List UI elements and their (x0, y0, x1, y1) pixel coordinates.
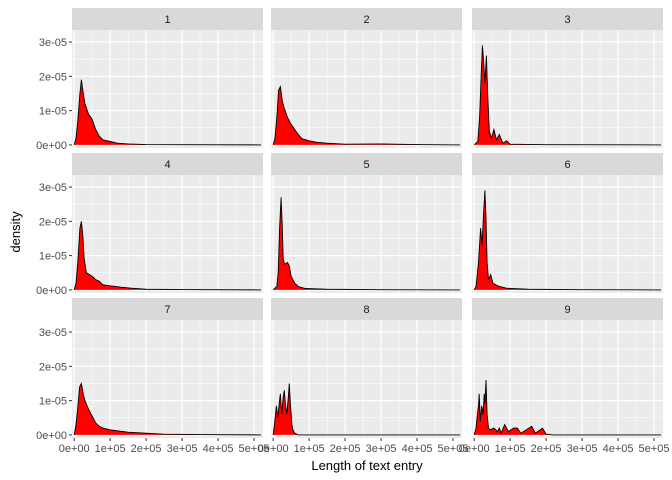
density-outline-6 (473, 190, 662, 291)
panel-background (472, 175, 663, 293)
y-tick-label: 2e-05 (39, 216, 67, 228)
y-axes: 0e+00 1e-05 2e-05 3e-05 0e+00 1e-05 2e-05 3e-05… (36, 37, 72, 442)
x-tick-label: 0e+00 (459, 443, 490, 455)
x-axis-8: 0e+00 1e+05 2e+05 3e+05 4e+05 5e+05 (258, 438, 469, 455)
x-tick-label: 3e+05 (167, 443, 198, 455)
panel-background (72, 30, 263, 148)
facet-strip-label: 2 (363, 14, 369, 26)
facet-panel-7: 7 (72, 298, 263, 438)
density-area-7 (74, 383, 262, 435)
facet-panel-3: 3 (472, 8, 663, 148)
density-area-4 (74, 221, 262, 290)
x-tick-label: 5e+05 (438, 443, 469, 455)
facet-panel-6: 6 (472, 153, 663, 293)
y-tick-label: 3e-05 (39, 182, 67, 194)
panel-background (271, 320, 462, 438)
density-outline-2 (272, 85, 461, 146)
y-tick-label: 3e-05 (39, 327, 67, 339)
density-outline-3 (473, 45, 662, 146)
facet-strip-label: 5 (363, 159, 369, 171)
y-tick-label: 1e-05 (39, 106, 67, 118)
density-outline-9 (473, 379, 662, 436)
x-tick-label: 2e+05 (330, 443, 361, 455)
y-tick-label: 2e-05 (39, 71, 67, 83)
y-tick-label: 1e-05 (39, 251, 67, 263)
panel-background (472, 320, 663, 438)
y-axis-row-2: 0e+00 1e-05 2e-05 3e-05 (36, 182, 72, 297)
x-tick-label: 1e+05 (495, 443, 526, 455)
facet-strip (72, 153, 263, 175)
x-tick-label: 5e+05 (239, 443, 270, 455)
y-tick-label: 1e-05 (39, 396, 67, 408)
facet-strip (72, 298, 263, 320)
y-axis-row-3: 0e+00 1e-05 2e-05 3e-05 (36, 327, 72, 442)
facet-strip (271, 8, 462, 30)
density-area-8 (273, 383, 461, 435)
panel-background (72, 320, 263, 438)
x-tick-label: 0e+00 (258, 443, 289, 455)
facet-panels: 1 2 3 4 5 6 7 8 9 (72, 8, 663, 438)
density-area-9 (474, 380, 662, 435)
y-axis-row-1: 0e+00 1e-05 2e-05 3e-05 (36, 37, 72, 152)
density-area-2 (273, 86, 461, 145)
density-outline-1 (73, 79, 262, 146)
x-tick-label: 1e+05 (95, 443, 126, 455)
y-tick-label: 0e+00 (36, 430, 67, 442)
x-axis-7: 0e+00 1e+05 2e+05 3e+05 4e+05 5e+05 (59, 438, 270, 455)
y-tick-label: 0e+00 (36, 285, 67, 297)
facet-strip-label: 4 (164, 159, 170, 171)
panel-background (271, 30, 462, 148)
x-tick-label: 1e+05 (294, 443, 325, 455)
facet-strip-label: 6 (564, 159, 570, 171)
facet-panel-5: 5 (271, 153, 462, 293)
panel-background (72, 175, 263, 293)
density-area-1 (74, 79, 262, 145)
facet-strip (472, 8, 663, 30)
density-outline-5 (272, 197, 461, 291)
x-tick-label: 4e+05 (603, 443, 634, 455)
facet-panel-1: 1 (72, 8, 263, 148)
y-axis-title: density (8, 211, 23, 253)
x-tick-label: 5e+05 (639, 443, 670, 455)
facet-strip (271, 153, 462, 175)
x-tick-label: 4e+05 (402, 443, 433, 455)
facet-strip (472, 298, 663, 320)
density-area-3 (474, 45, 662, 145)
facet-strip (72, 8, 263, 30)
density-outline-4 (73, 221, 262, 291)
facet-panel-2: 2 (271, 8, 462, 148)
panel-background (472, 30, 663, 148)
y-tick-label: 3e-05 (39, 37, 67, 49)
x-axis-title: Length of text entry (311, 458, 423, 473)
x-tick-label: 2e+05 (131, 443, 162, 455)
density-outline-8 (272, 383, 461, 436)
x-tick-label: 3e+05 (567, 443, 598, 455)
facet-panel-9: 9 (472, 298, 663, 438)
x-axis-9: 0e+00 1e+05 2e+05 3e+05 4e+05 5e+05 (459, 438, 670, 455)
facet-strip-label: 7 (164, 304, 170, 316)
facet-panel-8: 8 (271, 298, 462, 438)
facet-panel-4: 4 (72, 153, 263, 293)
facet-strip (472, 153, 663, 175)
x-tick-label: 2e+05 (531, 443, 562, 455)
x-tick-label: 4e+05 (203, 443, 234, 455)
facet-strip (271, 298, 462, 320)
facet-strip-label: 8 (363, 304, 369, 316)
facet-strip-label: 1 (164, 14, 170, 26)
x-tick-label: 3e+05 (366, 443, 397, 455)
density-area-5 (273, 197, 461, 290)
y-tick-label: 0e+00 (36, 140, 67, 152)
y-tick-label: 2e-05 (39, 361, 67, 373)
panel-background (271, 175, 462, 293)
facet-strip-label: 3 (564, 14, 570, 26)
facet-strip-label: 9 (564, 304, 570, 316)
density-outline-7 (73, 382, 262, 436)
x-tick-label: 0e+00 (59, 443, 90, 455)
